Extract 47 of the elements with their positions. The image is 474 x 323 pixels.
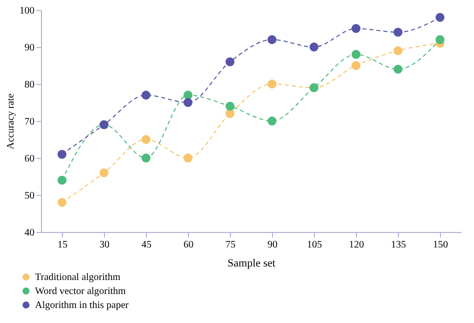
point: [142, 154, 150, 162]
point: [58, 176, 66, 185]
x-tick-label: 60: [184, 240, 194, 250]
y-axis-title: Accuracy rate: [6, 93, 16, 150]
point: [226, 102, 234, 111]
point: [268, 80, 276, 88]
point: [394, 28, 402, 37]
point: [310, 42, 318, 52]
point: [436, 12, 444, 22]
y-tick-label: 100: [20, 6, 34, 16]
y-tick-label: 60: [24, 154, 34, 164]
point: [184, 90, 192, 100]
x-tick-label: 30: [100, 240, 110, 250]
x-tick-label: 90: [268, 240, 278, 250]
point: [100, 168, 108, 178]
point: [184, 154, 192, 162]
point: [436, 35, 444, 44]
x-tick-label: 75: [226, 240, 236, 250]
point: [394, 64, 402, 74]
point: [352, 24, 360, 33]
x-tick-label: 45: [142, 240, 152, 250]
y-tick-label: 70: [24, 116, 34, 128]
y-tick-label: 80: [24, 80, 34, 90]
legend-label: Word vector algorithm: [35, 286, 126, 297]
point: [268, 35, 276, 44]
point: [268, 116, 276, 126]
point: [352, 61, 360, 70]
point: [58, 198, 66, 207]
point: [142, 135, 150, 144]
point: [394, 46, 402, 56]
x-axis-title: Sample set: [228, 258, 276, 270]
legend-label: Algorithm in this paper: [35, 300, 130, 311]
point: [184, 98, 192, 107]
point: [352, 50, 360, 59]
y-tick-label: 50: [24, 190, 34, 202]
y-tick-label: 90: [24, 42, 34, 54]
legend-label: Traditional algorithm: [35, 272, 121, 283]
x-tick-label: 135: [391, 240, 406, 250]
point: [58, 150, 66, 159]
point: [226, 57, 234, 66]
y-tick-label: 40: [24, 228, 34, 238]
x-tick-label: 120: [349, 240, 364, 250]
point: [226, 109, 234, 118]
x-tick-label: 105: [307, 240, 322, 250]
x-tick-label: 150: [433, 240, 448, 250]
point: [142, 90, 150, 100]
x-tick-label: 15: [58, 240, 68, 250]
